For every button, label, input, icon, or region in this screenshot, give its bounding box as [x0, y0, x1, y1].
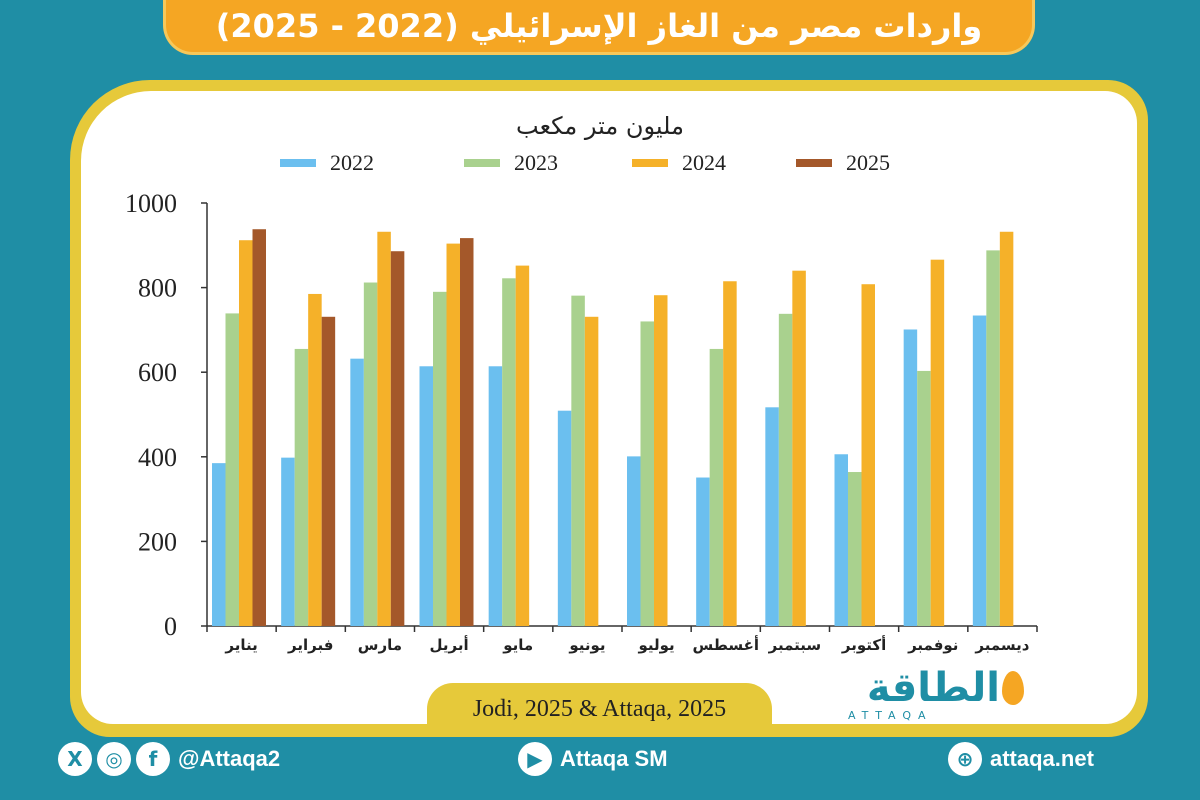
legend: 2022 2023 2024 2025	[0, 150, 1200, 180]
legend-item-2022: 2022	[280, 150, 374, 176]
source-pill: Jodi, 2025 & Attaqa, 2025	[427, 683, 772, 735]
bar-2023	[917, 370, 931, 626]
x-tick-label: يوليو	[637, 636, 674, 654]
bar-2022	[972, 315, 987, 626]
bar-2023	[640, 321, 654, 626]
legend-label-2025: 2025	[846, 150, 890, 175]
instagram-icon[interactable]: ◎	[97, 742, 131, 776]
bar-2024	[930, 259, 945, 626]
bar-2022	[557, 410, 572, 626]
x-tick-label: أكتوبر	[841, 635, 886, 654]
legend-item-2023: 2023	[464, 150, 558, 176]
attaqa-logo: الطاقة ATTAQA	[838, 665, 1024, 725]
chart-title: واردات مصر من الغاز الإسرائيلي (2022 - 2…	[215, 7, 983, 45]
bar-2023	[294, 348, 309, 626]
bar-2022	[350, 358, 364, 626]
legend-swatch-2025	[796, 159, 832, 167]
legend-label-2023: 2023	[514, 150, 558, 175]
bar-2023	[848, 472, 862, 626]
bar-2024	[239, 240, 253, 626]
legend-label-2024: 2024	[682, 150, 726, 175]
logo-latin-text: ATTAQA	[848, 709, 933, 722]
bar-2023	[571, 295, 585, 626]
globe-icon[interactable]: ⊕	[948, 742, 982, 776]
bar-2024	[446, 243, 460, 626]
x-tick-label: ديسمبر	[974, 636, 1029, 654]
bar-2023	[709, 348, 724, 626]
y-tick-label: 600	[138, 358, 177, 387]
bar-2024	[861, 284, 875, 626]
x-tick-label: يونيو	[568, 636, 605, 654]
y-tick-label: 200	[138, 527, 177, 556]
bar-2022	[903, 329, 918, 626]
bar-2022	[765, 407, 779, 626]
bar-2023	[225, 313, 239, 626]
y-tick-label: 400	[138, 443, 177, 472]
bar-2025	[252, 229, 266, 626]
source-text: Jodi, 2025 & Attaqa, 2025	[472, 695, 727, 722]
website-link[interactable]: attaqa.net	[990, 746, 1094, 771]
bar-2024	[584, 316, 599, 626]
bar-2024	[654, 295, 668, 626]
youtube-icon[interactable]: ▶	[518, 742, 552, 776]
x-tick-label: أبريل	[430, 635, 469, 654]
bar-2022	[488, 366, 503, 626]
x-tick-label: مايو	[502, 636, 533, 654]
bar-2022	[419, 366, 433, 626]
y-tick-label: 1000	[125, 189, 177, 218]
footer: X ◎ f @Attaqa2 ▶ Attaqa SM ⊕ attaqa.net	[0, 742, 1200, 786]
facebook-icon[interactable]: f	[136, 742, 170, 776]
x-tick-label: فبراير	[287, 636, 333, 654]
y-tick-label: 0	[164, 612, 177, 641]
bar-2023	[986, 250, 1000, 626]
legend-swatch-2024	[632, 159, 668, 167]
legend-swatch-2023	[464, 159, 500, 167]
x-tick-label: أغسطس	[693, 635, 759, 654]
title-banner: واردات مصر من الغاز الإسرائيلي (2022 - 2…	[163, 0, 1035, 55]
bar-2022	[834, 454, 848, 626]
y-axis-unit-label: مليون متر مكعب	[516, 112, 684, 140]
x-tick-label: يناير	[224, 636, 257, 654]
social-handle[interactable]: @Attaqa2	[178, 746, 281, 771]
bar-2025	[460, 238, 474, 626]
bar-2023	[363, 282, 378, 626]
bar-2023	[502, 278, 516, 626]
legend-item-2024: 2024	[632, 150, 726, 176]
youtube-channel[interactable]: Attaqa SM	[560, 746, 668, 771]
bar-2022	[281, 457, 295, 626]
bar-2023	[778, 313, 793, 626]
bar-2025	[321, 316, 336, 626]
bar-2024	[723, 281, 737, 626]
legend-item-2025: 2025	[796, 150, 890, 176]
x-tick-label: نوفمبر	[907, 636, 958, 654]
bar-2022	[212, 463, 226, 626]
bar-2022	[627, 456, 641, 626]
logo-arabic-text: الطاقة	[866, 665, 1000, 711]
x-tick-label: مارس	[358, 636, 402, 654]
legend-swatch-2022	[280, 159, 316, 167]
bar-2024	[999, 231, 1014, 627]
y-tick-label: 800	[138, 274, 177, 303]
bar-2024	[792, 270, 806, 626]
drop-icon	[1002, 671, 1024, 705]
bar-2024	[515, 265, 530, 626]
x-icon[interactable]: X	[58, 742, 92, 776]
bar-2024	[377, 231, 391, 627]
bar-2022	[696, 477, 710, 626]
bar-2023	[433, 291, 447, 626]
x-tick-label: سبتمبر	[768, 636, 822, 654]
legend-label-2022: 2022	[330, 150, 374, 175]
bar-2024	[308, 293, 322, 626]
bar-2025	[390, 251, 405, 627]
